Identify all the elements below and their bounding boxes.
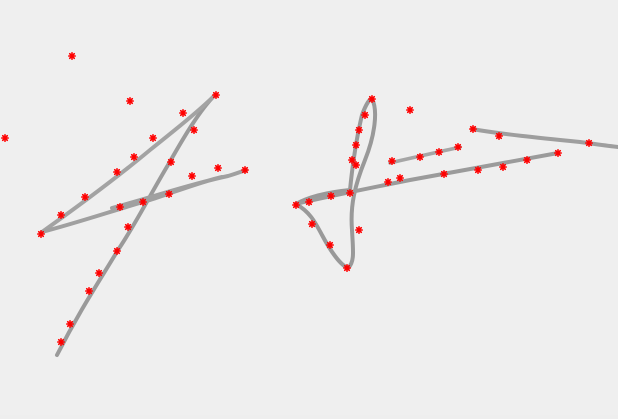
asterisk-icon <box>68 51 76 61</box>
left-long-descender <box>55 93 217 357</box>
right-loop <box>294 96 378 270</box>
asterisk-icon <box>326 192 336 200</box>
asterisk-icon <box>66 319 74 329</box>
asterisk-icon <box>241 166 249 174</box>
asterisk-icon <box>584 139 594 147</box>
asterisk-icon <box>522 156 532 164</box>
asterisk-icon <box>126 97 134 105</box>
asterisk-icon <box>387 157 397 165</box>
right-long-tail <box>470 127 618 149</box>
asterisk-icon <box>360 111 370 119</box>
asterisk-icon <box>130 153 138 161</box>
asterisk-icon <box>124 223 132 231</box>
asterisk-icon <box>325 241 335 249</box>
asterisk-icon <box>434 148 444 156</box>
asterisk-icon <box>439 170 449 178</box>
asterisk-icon <box>212 91 220 99</box>
asterisk-icon <box>307 220 317 228</box>
marker-layer <box>0 51 594 347</box>
asterisk-icon <box>494 132 504 140</box>
asterisk-icon <box>351 161 361 169</box>
asterisk-icon <box>95 268 103 278</box>
asterisk-icon <box>36 230 46 238</box>
right-short-dash <box>388 145 462 165</box>
asterisk-icon <box>81 193 89 201</box>
asterisk-icon <box>405 106 415 114</box>
asterisk-icon <box>149 134 157 142</box>
asterisk-icon <box>56 337 65 347</box>
asterisk-icon <box>354 126 364 134</box>
asterisk-icon <box>113 168 121 176</box>
asterisk-icon <box>291 201 301 209</box>
asterisk-icon <box>179 109 187 117</box>
asterisk-icon <box>0 134 9 142</box>
asterisk-icon <box>468 125 478 133</box>
asterisk-icon <box>188 172 196 180</box>
asterisk-icon <box>354 226 364 234</box>
asterisk-icon <box>367 95 377 103</box>
asterisk-icon <box>165 190 173 198</box>
asterisk-icon <box>85 286 93 296</box>
asterisk-icon <box>395 174 405 182</box>
asterisk-icon <box>453 143 463 151</box>
asterisk-icon <box>415 153 425 161</box>
asterisk-icon <box>347 156 357 164</box>
right-crossbar <box>294 151 560 206</box>
asterisk-icon <box>116 203 124 211</box>
asterisk-icon <box>139 198 147 206</box>
asterisk-icon <box>498 163 508 171</box>
asterisk-icon <box>351 141 361 149</box>
asterisk-icon <box>56 211 65 219</box>
left-crossbar <box>40 93 217 234</box>
asterisk-icon <box>214 164 222 172</box>
asterisk-icon <box>342 263 352 273</box>
asterisk-icon <box>304 198 314 206</box>
asterisk-icon <box>383 178 393 186</box>
asterisk-icon <box>473 166 483 174</box>
asterisk-icon <box>167 158 175 166</box>
asterisk-icon <box>553 149 563 157</box>
asterisk-icon <box>345 189 355 197</box>
asterisk-icon <box>190 126 198 134</box>
asterisk-icon <box>113 247 121 255</box>
